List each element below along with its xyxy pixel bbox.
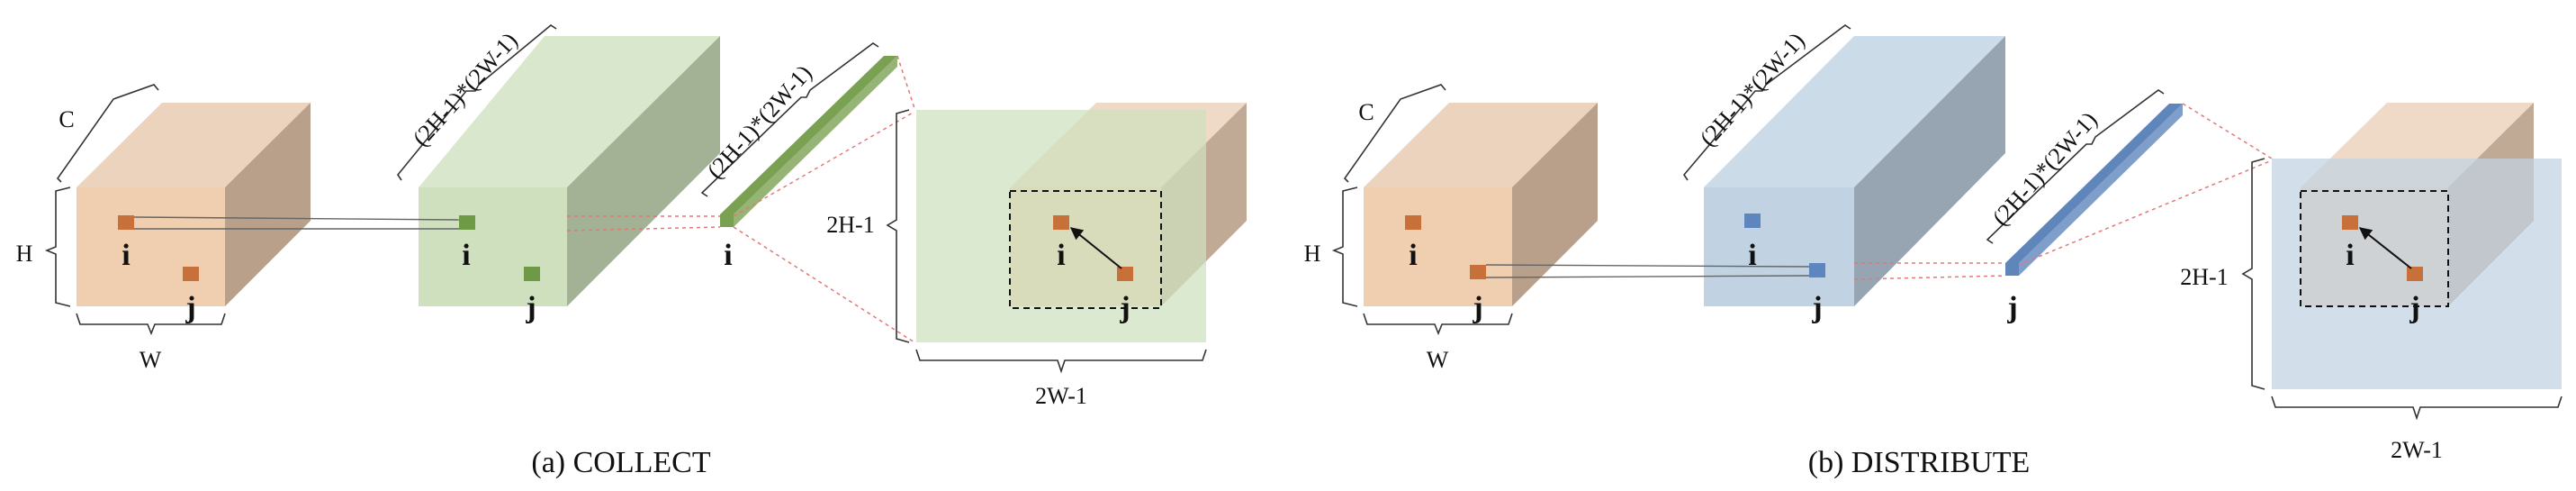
input-i-label: i: [122, 239, 130, 272]
h-brace: [44, 186, 71, 307]
input-j-label: j: [1472, 291, 1482, 324]
bar-top-face: [2005, 104, 2183, 263]
guide-line: [2018, 159, 2273, 266]
collect-arrow: [1069, 227, 1122, 269]
window-box: [1009, 190, 1162, 309]
point-j-dot: [183, 267, 199, 281]
point-i-dot: [1053, 215, 1069, 230]
mid-dim-brace: [397, 24, 557, 181]
w-brace: [76, 313, 226, 336]
h-label: H: [1304, 241, 1321, 267]
link-line: [133, 216, 460, 221]
bar-dim-brace: [1986, 89, 2165, 244]
map-i-label: i: [1057, 239, 1065, 272]
point-j-dot: [1117, 267, 1133, 281]
guide-line: [896, 55, 915, 109]
mid-j-label: j: [525, 291, 536, 324]
bar-dim-brace: [700, 42, 879, 197]
cube-top-face: [419, 36, 720, 187]
bar-front-face: [2005, 263, 2019, 276]
input-j-label: j: [185, 291, 195, 324]
point-i-dot: [2342, 215, 2358, 230]
map-w-brace: [2271, 396, 2562, 421]
cube-top-face: [1364, 103, 1598, 187]
bar-side-face: [2019, 104, 2183, 276]
map-h-label: 2H-1: [826, 212, 874, 238]
w-label: W: [1427, 347, 1449, 373]
c-brace: [1343, 84, 1446, 183]
map-h-label: 2H-1: [2180, 264, 2228, 290]
bar-j-label: j: [2006, 291, 2017, 324]
bar-top-face: [720, 56, 897, 214]
collect-attention-map: [916, 103, 1247, 342]
point-j-dot: [2407, 267, 2423, 281]
map-j-label: j: [1119, 291, 1130, 324]
cube-front-face: [419, 187, 567, 306]
collect-mid-cube: [419, 36, 720, 306]
bar-front-face: [720, 214, 734, 227]
collect-panel: C H W i j (2H-1)*(2W-1) i j (2H-1)*(2W-1…: [16, 24, 1247, 479]
point-i-dot: [459, 215, 475, 230]
mid-i-label: i: [462, 239, 470, 272]
cube-side-face: [567, 36, 720, 306]
guide-line: [733, 226, 915, 343]
mid-j-label: j: [1811, 291, 1822, 324]
map-w-label: 2W-1: [1035, 383, 1087, 409]
c-label: C: [59, 106, 74, 132]
map-w-brace: [915, 349, 1207, 374]
input-i-label: i: [1409, 239, 1417, 272]
distribute-caption: (b) DISTRIBUTE: [1808, 446, 2030, 479]
point-i-dot: [118, 215, 134, 230]
map-w-label: 2W-1: [2391, 437, 2443, 463]
bar-side-face: [734, 56, 897, 227]
w-brace: [1363, 313, 1513, 336]
cube-front-face: [1364, 187, 1512, 306]
collect-input-cube: [77, 103, 311, 306]
map-h-brace: [886, 109, 910, 343]
distribute-input-cube: [1364, 103, 1598, 306]
point-j-dot: [524, 267, 540, 281]
point-j-dot: [1809, 263, 1825, 277]
point-i-dot: [1405, 215, 1421, 230]
cube-top-face: [77, 103, 311, 187]
cube-top-face: [1704, 36, 2005, 187]
cube-side-face: [1854, 36, 2005, 306]
bar-i-label: i: [724, 239, 732, 272]
mid-i-label: i: [1748, 239, 1756, 272]
guide-line: [2182, 103, 2273, 159]
cube-side-face: [225, 103, 311, 306]
link-line: [1485, 275, 1810, 278]
w-label: W: [140, 347, 162, 373]
c-brace: [56, 84, 159, 183]
h-brace: [1331, 186, 1358, 307]
collect-bar: [720, 56, 897, 227]
collect-caption: (a) COLLECT: [531, 446, 710, 479]
distribute-arrow: [2358, 227, 2412, 269]
c-label: C: [1358, 99, 1374, 125]
guide-line: [733, 111, 915, 217]
h-label: H: [16, 241, 33, 267]
cube-side-face: [1512, 103, 1598, 306]
point-j-dot: [1470, 265, 1486, 279]
mid-dim-brace: [1682, 24, 1851, 181]
link-line: [1485, 264, 1810, 268]
distribute-panel: C H W i j (2H-1)*(2W-1) i j (2H-1)*(2W-1…: [1304, 24, 2562, 479]
cube-front-face: [77, 187, 225, 306]
map-j-label: j: [2409, 291, 2419, 324]
map-h-brace: [2241, 158, 2265, 390]
distribute-attention-map: [2272, 103, 2562, 389]
distribute-bar: [2005, 104, 2183, 276]
point-i-dot: [1744, 214, 1761, 228]
cube-front-face: [1704, 187, 1854, 306]
map-i-label: i: [2346, 239, 2354, 272]
distribute-mid-cube: [1704, 36, 2005, 306]
window-box: [2300, 190, 2449, 307]
